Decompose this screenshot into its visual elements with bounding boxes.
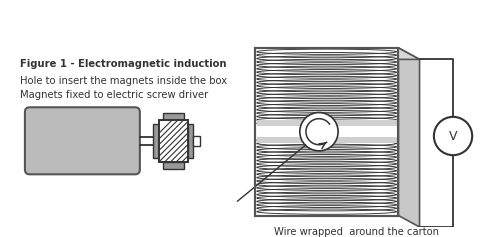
Text: V: V — [449, 129, 458, 142]
Bar — [159, 120, 188, 162]
Polygon shape — [398, 48, 419, 227]
Bar — [154, 123, 159, 158]
Bar — [188, 123, 194, 158]
Bar — [163, 113, 184, 120]
Bar — [256, 137, 396, 143]
Text: Wire wrapped  around the carton: Wire wrapped around the carton — [274, 227, 439, 237]
Bar — [255, 48, 398, 215]
Bar — [256, 120, 396, 126]
Bar — [163, 162, 184, 169]
Text: Magnets fixed to electric screw driver: Magnets fixed to electric screw driver — [20, 90, 208, 100]
Bar — [194, 136, 200, 146]
Polygon shape — [255, 48, 420, 59]
Circle shape — [300, 113, 338, 151]
Bar — [159, 120, 188, 162]
Bar — [255, 48, 398, 215]
Bar — [256, 123, 396, 140]
Circle shape — [434, 117, 472, 155]
Text: Figure 1 - Electromagnetic induction: Figure 1 - Electromagnetic induction — [20, 59, 227, 69]
FancyBboxPatch shape — [25, 107, 140, 174]
Text: Hole to insert the magnets inside the box: Hole to insert the magnets inside the bo… — [20, 76, 228, 86]
